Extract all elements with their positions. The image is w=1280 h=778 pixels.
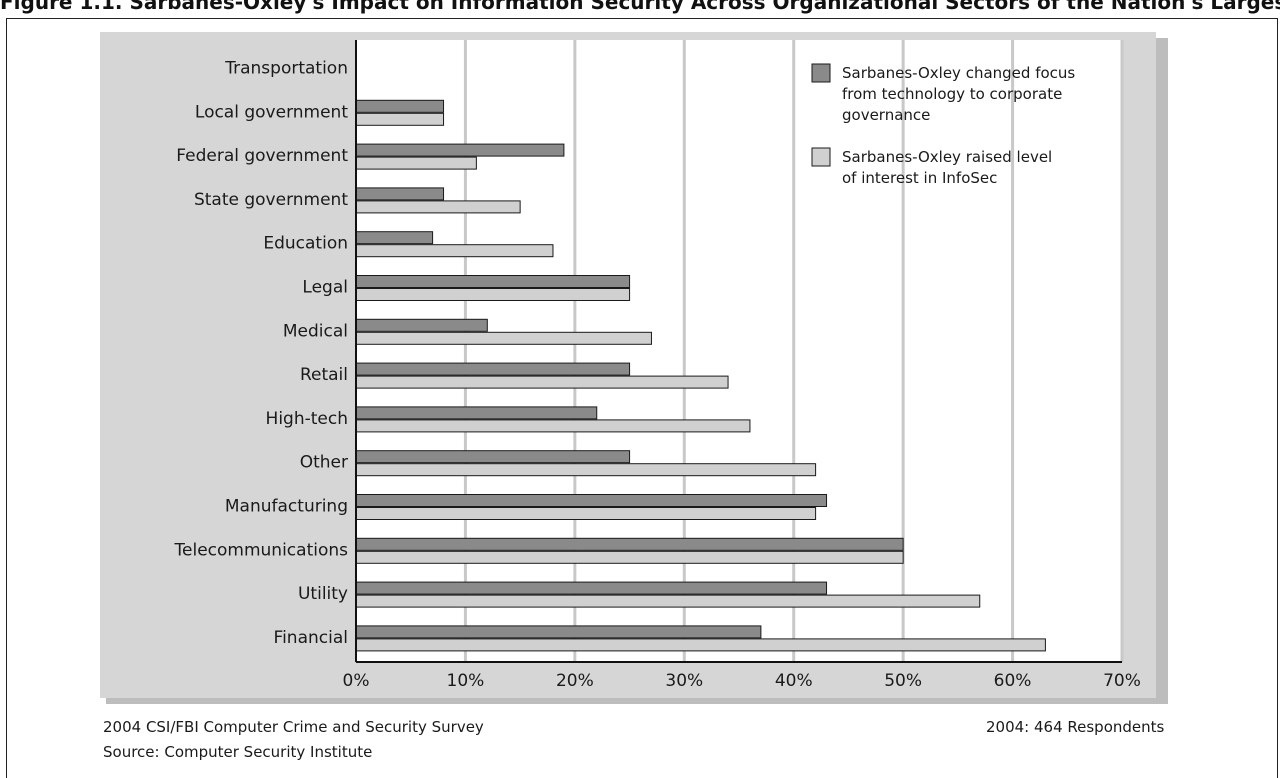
x-tick-label: 40% [775, 671, 813, 691]
category-label: Financial [274, 628, 348, 648]
category-label: Telecommunications [174, 540, 349, 560]
legend-label: Sarbanes-Oxley raised level [842, 148, 1052, 166]
legend-label: from technology to corporate [842, 85, 1062, 103]
legend-label: governance [842, 106, 930, 124]
bar [355, 638, 1046, 652]
category-label: Manufacturing [225, 497, 348, 517]
bar [355, 231, 434, 245]
x-tick-label: 70% [1103, 671, 1141, 691]
bar [355, 406, 598, 420]
bar [355, 99, 445, 113]
legend-swatch [811, 63, 831, 83]
bar [355, 550, 904, 564]
bar [355, 594, 981, 608]
bar [355, 288, 631, 301]
figure-caption: Figure 1.1. Sarbanes-Oxley's Impact on I… [0, 0, 1280, 14]
x-tick-label: 0% [343, 671, 370, 691]
bar [355, 362, 631, 376]
category-label: Local government [195, 102, 348, 122]
bar [355, 318, 488, 332]
legend-label: of interest in InfoSec [842, 169, 997, 187]
bar [355, 463, 817, 477]
bar [355, 419, 751, 433]
x-tick-label: 50% [884, 671, 922, 691]
x-tick-label: 30% [665, 671, 703, 691]
category-label: Utility [298, 584, 348, 604]
bar [355, 450, 631, 464]
category-label: Medical [283, 321, 348, 341]
bar [355, 375, 729, 389]
bar [355, 507, 817, 520]
legend-label: Sarbanes-Oxley changed focus [842, 64, 1075, 82]
bar [355, 156, 477, 170]
bar [355, 143, 565, 157]
bar [355, 331, 652, 345]
bar [355, 200, 521, 214]
bar [355, 275, 631, 288]
category-label: State government [194, 190, 348, 210]
plot-area [356, 40, 1122, 662]
category-label: Federal government [176, 146, 348, 166]
x-tick-label: 60% [994, 671, 1032, 691]
figure-caption-text: Figure 1.1. Sarbanes-Oxley's Impact on I… [0, 0, 1280, 14]
category-label: Other [300, 453, 348, 473]
bar [355, 187, 445, 201]
category-label: Legal [302, 278, 348, 298]
x-tick-label: 10% [447, 671, 485, 691]
footer-respondents: 2004: 464 Respondents [986, 718, 1165, 736]
category-label: Education [263, 234, 348, 254]
bar [355, 244, 554, 258]
bar [355, 537, 904, 551]
bar [355, 112, 445, 126]
footer-survey: 2004 CSI/FBI Computer Crime and Security… [103, 718, 484, 736]
legend-swatch [811, 147, 831, 167]
category-label: High-tech [266, 409, 348, 429]
figure-frame [6, 18, 1278, 778]
bar [355, 494, 828, 507]
x-tick-label: 20% [556, 671, 594, 691]
bar [355, 625, 762, 639]
category-label: Retail [300, 365, 348, 385]
footer-source: Source: Computer Security Institute [103, 743, 373, 761]
category-label: Transportation [224, 59, 348, 79]
bar [355, 581, 828, 595]
